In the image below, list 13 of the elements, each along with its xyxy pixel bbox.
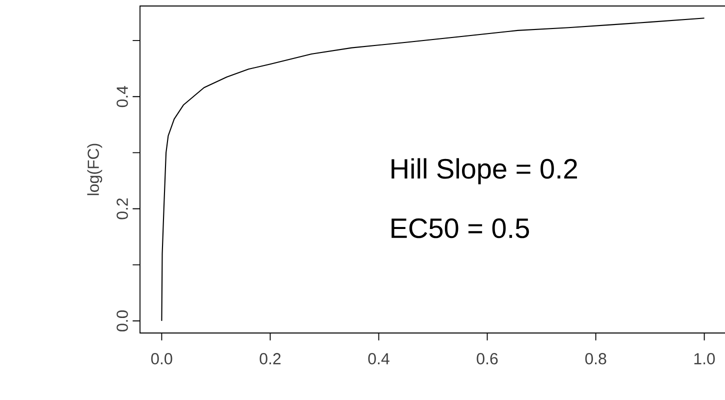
x-tick-label: 0.6 — [476, 353, 498, 364]
y-tick-label: 0.4 — [116, 86, 128, 108]
y-tick-label: 0.2 — [116, 198, 128, 220]
x-tick-label: 1.0 — [694, 353, 715, 364]
annotation: Hill Slope = 0.2 — [392, 158, 577, 184]
annotation: EC50 = 0.5 — [392, 218, 529, 238]
x-tick-label: 0.0 — [151, 353, 172, 364]
x-tick-label: 0.4 — [368, 353, 390, 364]
line-series — [161, 18, 705, 322]
x-tick-label: 0.8 — [585, 353, 606, 364]
y-axis-title: log(FC) — [87, 144, 102, 196]
y-tick-label: 0.0 — [116, 310, 128, 332]
x-tick-label: 0.2 — [260, 353, 281, 364]
